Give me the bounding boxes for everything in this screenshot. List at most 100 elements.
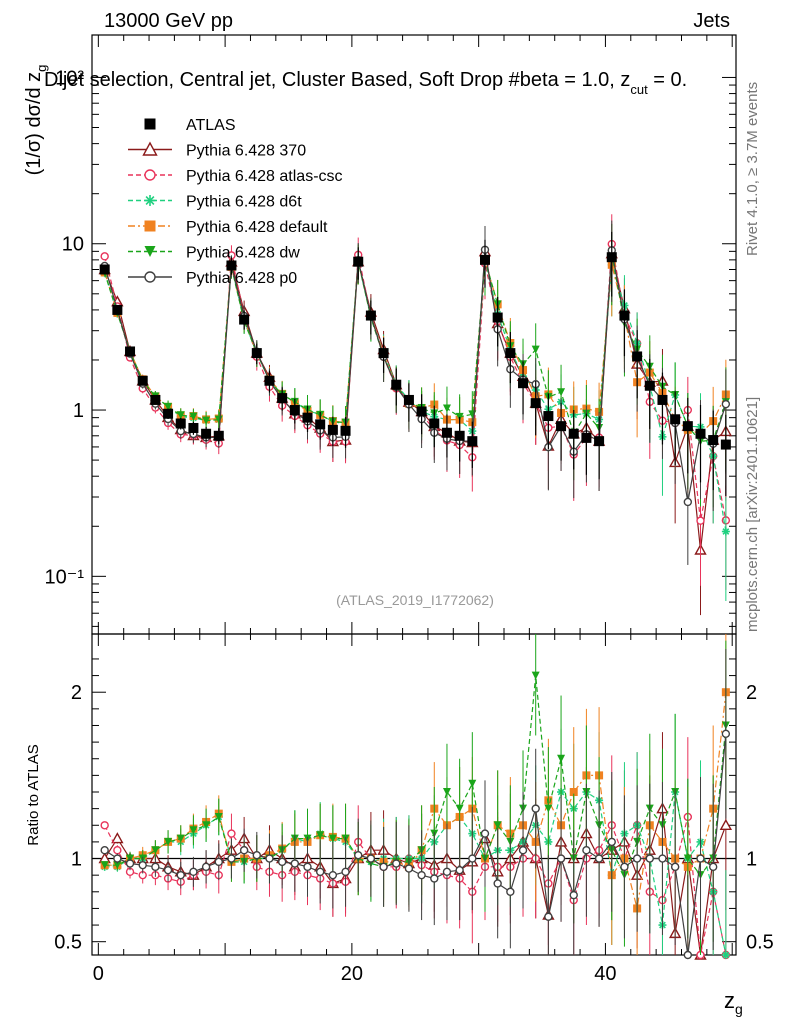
category-label: Jets xyxy=(693,10,730,32)
ratio-point-p0 xyxy=(252,851,262,860)
ratio-point-default xyxy=(569,788,578,797)
ratio-point-p0 xyxy=(518,846,528,855)
series-point-p0 xyxy=(683,497,693,507)
atlas-point xyxy=(543,411,554,422)
ratio-point-p0 xyxy=(531,804,540,813)
ratio-tick-label-left: 2 xyxy=(71,682,82,704)
series-point-dw xyxy=(557,388,566,397)
series-line-p0 xyxy=(104,249,727,503)
atlas-point xyxy=(175,418,186,429)
ratio-point-p0 xyxy=(163,865,173,875)
ratio-series-p0 xyxy=(100,648,731,960)
ratio-point-p0 xyxy=(620,862,629,872)
y-tick-label: 10 xyxy=(62,234,84,256)
ratio-point-dw xyxy=(557,754,566,763)
ratio-point-dw xyxy=(544,804,553,813)
analysis-reference: (ATLAS_2019_I1772062) xyxy=(336,592,494,608)
ratio-panel-frame xyxy=(91,633,737,956)
legend-marker-d6t xyxy=(144,195,156,206)
ratio-series-default xyxy=(100,634,730,955)
ratio-point-p0 xyxy=(176,870,185,880)
atlas-point xyxy=(581,432,592,443)
ratio-series-atlas-csc xyxy=(100,737,731,960)
ratio-point-p0 xyxy=(556,854,566,863)
ratio-tick-label-left: 1 xyxy=(71,849,82,871)
atlas-point xyxy=(391,379,402,390)
plot-title-sub: cut xyxy=(630,82,648,97)
ratio-point-p0 xyxy=(468,854,477,863)
series-point-dw xyxy=(442,404,451,413)
atlas-point xyxy=(657,394,668,405)
ratio-point-atlas-csc xyxy=(100,821,109,830)
ratio-point-dw xyxy=(468,779,477,788)
ratio-point-d6t-stroke xyxy=(722,951,730,959)
y-axis-label: (1/σ) dσ/d zg xyxy=(23,65,49,176)
ratio-point-p0 xyxy=(100,846,109,855)
series-point-dw xyxy=(202,416,211,425)
atlas-point xyxy=(670,414,681,425)
ratio-point-dw xyxy=(683,854,692,863)
atlas-point xyxy=(213,430,224,441)
atlas-point xyxy=(327,424,338,435)
series-point-p0 xyxy=(721,399,731,409)
atlas-point xyxy=(137,375,148,386)
ratio-point-p0 xyxy=(658,854,667,863)
ratio-point-dw xyxy=(100,861,109,870)
ratio-point-dw xyxy=(214,812,223,821)
legend-item-dw: Pythia 6.428 dw xyxy=(128,245,300,262)
atlas-point xyxy=(479,254,490,265)
ratio-point-dw xyxy=(455,804,464,813)
atlas-point xyxy=(467,436,478,447)
ratio-point-370 xyxy=(111,832,124,844)
ratio-point-p0 xyxy=(125,859,135,868)
atlas-point xyxy=(518,378,529,389)
atlas-point xyxy=(441,427,452,438)
legend-item-p0: Pythia 6.428 p0 xyxy=(128,270,297,287)
ratio-tick-label-right: 0.5 xyxy=(746,932,774,954)
atlas-point xyxy=(289,405,300,416)
atlas-point xyxy=(365,310,376,321)
ratio-point-atlas-csc xyxy=(227,829,236,838)
ratio-point-p0 xyxy=(404,864,414,873)
series-point-dw xyxy=(531,345,540,354)
x-axis-label: zg xyxy=(724,988,743,1017)
ratio-point-dw xyxy=(442,788,451,797)
ratio-point-dw xyxy=(202,821,211,830)
ratio-point-p0 xyxy=(607,837,616,847)
atlas-point xyxy=(556,421,567,432)
plot-title-tail: = 0. xyxy=(648,69,687,91)
legend-marker-atlas-csc xyxy=(144,169,156,181)
atlas-point xyxy=(695,428,706,439)
legend-label-ATLAS: ATLAS xyxy=(186,117,236,134)
ratio-point-dw xyxy=(531,671,540,680)
atlas-point xyxy=(606,252,617,263)
energy-label: 13000 GeV pp xyxy=(104,10,233,32)
series-point-d6t xyxy=(721,527,730,536)
ratio-point-p0 xyxy=(151,862,160,872)
legend-item-d6t: Pythia 6.428 d6t xyxy=(128,194,302,211)
ratio-point-p0 xyxy=(417,870,426,880)
atlas-point xyxy=(682,421,693,432)
ratio-point-p0 xyxy=(683,950,693,960)
ratio-point-p0 xyxy=(645,854,654,863)
legend-label-default: Pythia 6.428 default xyxy=(186,219,328,236)
legend-label-atlas-csc: Pythia 6.428 atlas-csc xyxy=(186,168,343,185)
atlas-point xyxy=(416,406,427,417)
ratio-point-p0 xyxy=(214,857,223,867)
atlas-point xyxy=(530,398,541,409)
atlas-point xyxy=(315,419,326,430)
ratio-line-atlas-csc xyxy=(104,816,727,956)
legend-label-370: Pythia 6.428 370 xyxy=(186,143,306,160)
plot-title: Dijet selection, Central jet, Cluster Ba… xyxy=(44,69,687,97)
ratio-point-p0 xyxy=(277,857,287,867)
legend-label-dw: Pythia 6.428 dw xyxy=(186,245,300,262)
ratio-point-p0 xyxy=(113,854,122,863)
y-tick-label: 10² xyxy=(55,67,84,89)
atlas-point xyxy=(201,428,212,439)
atlas-point xyxy=(403,394,414,405)
ratio-point-p0 xyxy=(493,879,502,888)
atlas-point xyxy=(505,348,516,359)
ratio-point-p0 xyxy=(189,867,198,877)
ratio-point-p0 xyxy=(721,729,731,738)
ratio-point-p0 xyxy=(594,854,604,863)
